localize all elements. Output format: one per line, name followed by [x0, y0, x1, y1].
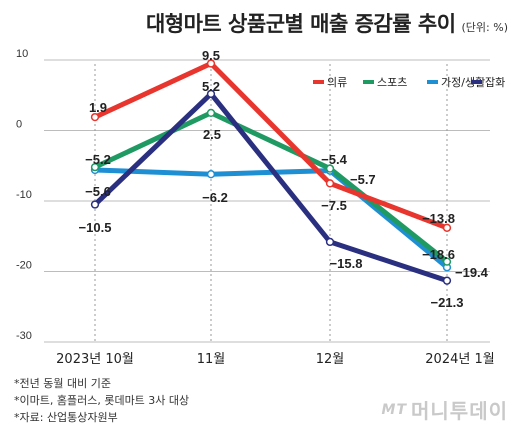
data-label: −18.6	[422, 247, 455, 262]
data-label: −5.4	[321, 152, 347, 167]
x-tick-label: 11월	[197, 352, 226, 367]
y-tick-label: -30	[16, 330, 32, 342]
chart-title: 대형마트 상품군별 매출 증감률 추이	[145, 12, 456, 36]
legend-label: 잡화	[485, 76, 505, 89]
data-point	[325, 179, 335, 188]
footnote-source: *자료: 산업통상자원부	[14, 411, 118, 424]
line-chart: 10 0 -10 -20 -30 2023년 10월 11월 12월 2024년 1월 1.9 9.…	[16, 48, 505, 367]
data-label: 9.5	[202, 48, 220, 63]
brand-name: 머니투데이	[411, 399, 508, 423]
data-point	[325, 237, 335, 247]
data-label: −5.7	[350, 172, 376, 187]
data-label: 5.2	[202, 79, 220, 94]
footnote-scope: *이마트, 홈플러스, 롯데마트 3사 대상	[14, 394, 190, 407]
data-point	[206, 108, 216, 118]
data-label: −19.4	[455, 265, 489, 280]
legend-label: 스포츠	[377, 76, 407, 89]
data-label: −5.2	[85, 152, 111, 167]
legend: 의류 스포츠 가정/생활 잡화	[313, 75, 505, 89]
data-point	[90, 200, 100, 209]
y-tick-label: 0	[16, 119, 22, 131]
y-tick-label: 10	[16, 48, 28, 60]
data-point	[90, 112, 100, 122]
data-label: 1.9	[89, 100, 107, 115]
legend-label: 가정/생활	[441, 75, 485, 89]
brand-logo: MT 머니투데이	[382, 395, 508, 424]
data-point	[206, 170, 216, 179]
data-point	[442, 223, 452, 232]
x-tick-label: 2023년 10월	[56, 352, 134, 367]
brand-mt-mark: MT	[381, 401, 407, 418]
data-label: −21.3	[431, 295, 464, 310]
x-tick-label: 12월	[316, 352, 345, 367]
data-label: −10.5	[79, 220, 112, 235]
unit-label: (단위: %)	[461, 21, 508, 34]
data-label: −5.6	[85, 184, 111, 199]
footnotes: *전년 동월 대비 기준 *이마트, 홈플러스, 롯데마트 3사 대상 *자료:…	[14, 375, 189, 426]
footnote-basis: *전년 동월 대비 기준	[14, 377, 111, 390]
y-tick-label: -20	[16, 260, 32, 272]
series-line-3	[92, 91, 450, 284]
data-label: −6.2	[202, 190, 228, 205]
data-label: −7.5	[321, 198, 347, 213]
title-block: 대형마트 상품군별 매출 증감률 추이 (단위: %)	[146, 8, 508, 38]
legend-label: 의류	[327, 76, 347, 89]
data-point	[206, 89, 216, 98]
data-label: −13.8	[422, 211, 455, 226]
data-point	[442, 257, 452, 266]
y-tick-label: -10	[16, 189, 32, 201]
data-label: −15.8	[330, 256, 363, 271]
data-point	[325, 164, 335, 173]
series-line-1	[92, 110, 450, 265]
data-point	[442, 276, 452, 285]
data-point	[206, 59, 216, 68]
data-label: 2.5	[203, 127, 221, 142]
series-line-2	[92, 167, 450, 270]
x-tick-label: 2024년 1월	[425, 352, 494, 367]
data-point	[90, 163, 100, 172]
series-line-0	[92, 61, 450, 231]
